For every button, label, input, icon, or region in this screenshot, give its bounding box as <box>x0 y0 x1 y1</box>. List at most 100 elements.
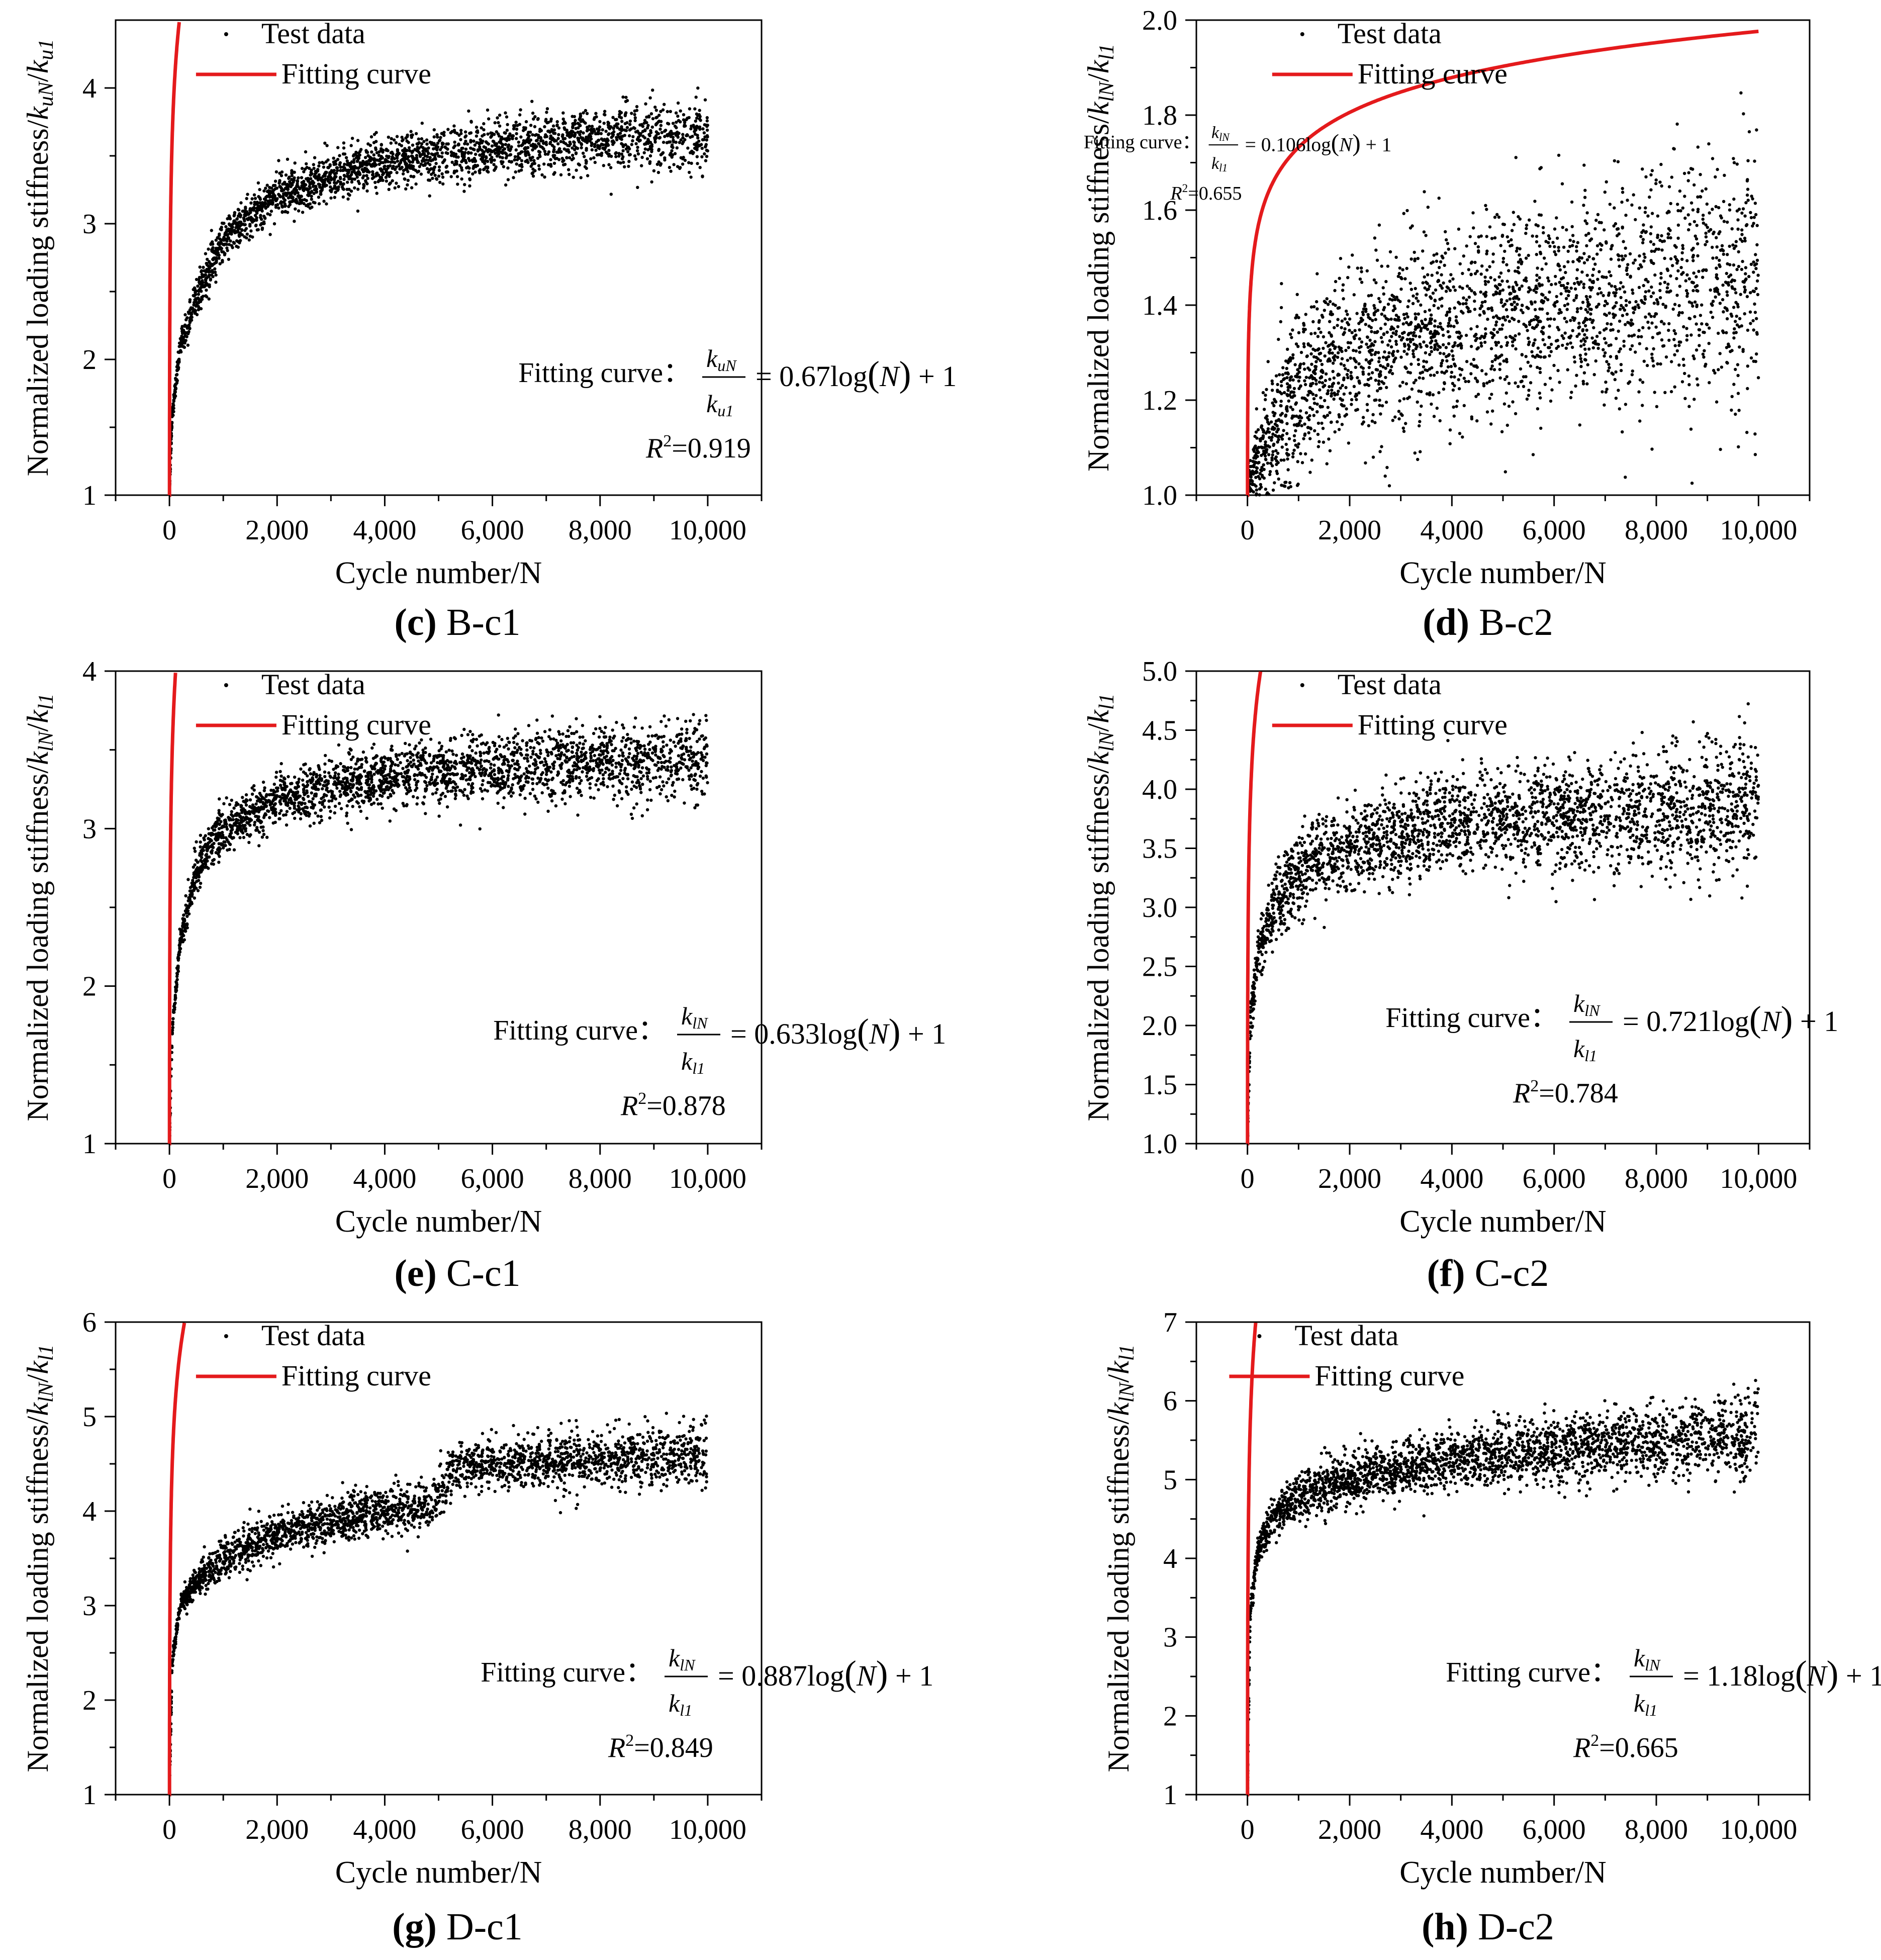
test-data-point <box>668 165 672 169</box>
test-data-point <box>667 140 671 144</box>
test-data-point <box>1264 488 1267 491</box>
test-data-point <box>1528 218 1531 222</box>
test-data-point <box>492 140 496 143</box>
x-axis-label: Cycle number/N <box>335 556 542 590</box>
test-data-point <box>1499 271 1503 275</box>
test-data-point <box>1541 338 1545 341</box>
test-data-point <box>1753 159 1756 163</box>
test-data-point <box>1412 355 1416 358</box>
test-data-point <box>1659 276 1663 279</box>
test-data-point <box>284 204 288 208</box>
test-data-point <box>1527 307 1530 310</box>
test-data-point <box>1280 419 1283 423</box>
test-data-point <box>334 191 337 194</box>
test-data-point <box>512 176 515 179</box>
test-data-point <box>628 123 632 126</box>
test-data-point <box>1634 218 1637 222</box>
test-data-point <box>1559 311 1563 314</box>
test-data-point <box>1621 430 1624 434</box>
test-data-point <box>1304 411 1308 415</box>
test-data-point <box>441 161 445 164</box>
test-data-point <box>1317 347 1321 351</box>
test-data-point <box>365 150 369 154</box>
test-data-point <box>1566 342 1569 346</box>
test-data-point <box>607 149 611 152</box>
test-data-point <box>365 174 368 177</box>
test-data-point <box>1533 308 1537 312</box>
test-data-point <box>484 155 488 159</box>
test-data-point <box>1702 221 1705 225</box>
test-data-point <box>1378 404 1381 407</box>
test-data-point <box>1495 213 1499 216</box>
test-data-point <box>1733 279 1736 283</box>
test-data-point <box>1397 318 1400 322</box>
test-data-point <box>172 398 175 402</box>
test-data-point <box>623 113 627 116</box>
test-data-point <box>1457 343 1461 347</box>
test-data-point <box>282 189 286 192</box>
test-data-point <box>594 148 598 152</box>
test-data-point <box>410 136 413 139</box>
test-data-point <box>1383 322 1387 326</box>
test-data-point <box>674 133 678 137</box>
test-data-point <box>504 183 508 187</box>
test-data-point <box>1548 336 1551 339</box>
test-data-point <box>1595 252 1599 256</box>
test-data-point <box>673 124 677 128</box>
test-data-point <box>1458 432 1462 435</box>
test-data-point <box>1384 279 1388 284</box>
test-data-point <box>1604 390 1608 394</box>
test-data-point <box>1485 249 1489 253</box>
test-data-point <box>465 142 469 146</box>
test-data-point <box>1285 432 1289 435</box>
test-data-point <box>666 133 669 137</box>
test-data-point <box>1328 385 1331 389</box>
test-data-point <box>1688 317 1692 321</box>
test-data-point <box>370 176 374 180</box>
test-data-point <box>1367 394 1371 398</box>
test-data-point <box>1431 292 1435 295</box>
test-data-point <box>1341 384 1344 387</box>
test-data-point <box>1637 286 1641 289</box>
test-data-point <box>681 162 685 166</box>
test-data-point <box>1589 237 1593 241</box>
test-data-point <box>1311 347 1315 351</box>
test-data-point <box>250 217 254 221</box>
test-data-point <box>471 172 475 176</box>
test-data-point <box>1360 281 1364 284</box>
test-data-point <box>1328 411 1332 415</box>
test-data-point <box>495 130 498 134</box>
test-data-point <box>1577 321 1581 325</box>
test-data-point <box>1320 314 1324 317</box>
test-data-point <box>686 146 690 150</box>
test-data-point <box>1649 225 1653 229</box>
test-data-point <box>1484 294 1488 297</box>
test-data-point <box>1735 162 1739 166</box>
test-data-point <box>531 167 535 171</box>
test-data-point <box>1746 178 1749 181</box>
test-data-point <box>1667 338 1671 342</box>
test-data-point <box>1507 404 1511 408</box>
test-data-point <box>571 153 575 157</box>
test-data-point <box>1535 318 1539 321</box>
test-data-point <box>225 237 229 241</box>
test-data-point <box>1743 278 1747 282</box>
test-data-point <box>1708 326 1711 330</box>
test-data-point <box>616 126 619 129</box>
test-data-point <box>513 155 517 158</box>
test-data-point <box>585 166 588 170</box>
test-data-point <box>399 161 403 164</box>
test-data-point <box>1510 336 1514 340</box>
test-data-point <box>648 160 652 163</box>
test-data-point <box>543 125 546 129</box>
test-data-point <box>417 146 421 150</box>
test-data-point <box>1407 299 1410 303</box>
test-data-point <box>523 127 527 131</box>
test-data-point <box>623 128 626 132</box>
test-data-point <box>339 182 342 186</box>
test-data-point <box>476 129 479 133</box>
test-data-point <box>593 145 597 148</box>
test-data-point <box>1491 260 1495 264</box>
test-data-point <box>1358 277 1362 281</box>
test-data-point <box>534 139 538 142</box>
